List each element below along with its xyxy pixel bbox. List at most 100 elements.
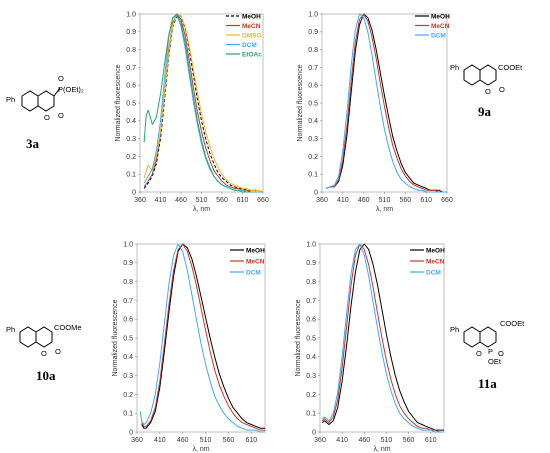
structure-3a-aryl: Ph <box>6 95 15 104</box>
x-tick-label: 460 <box>358 437 370 444</box>
compound-label-3a: 3a <box>26 136 40 151</box>
x-axis-label: λ, nm <box>193 206 210 213</box>
x-tick-label: 410 <box>155 197 167 204</box>
y-tick-label: 0.1 <box>308 172 318 179</box>
series-line-dcm <box>326 13 447 193</box>
y-axis-label: Normalized fluorescence <box>297 64 304 141</box>
y-axis-label: Normalized fluorescence <box>115 64 122 141</box>
structure-11a: Ph COOEt O P O OEt 11a <box>450 319 525 391</box>
series-line-meoh <box>326 13 447 193</box>
y-tick-label: 0.5 <box>126 100 136 107</box>
series-line-mecn <box>326 13 447 193</box>
structure-11a-aryl: Ph <box>450 325 459 334</box>
structure-11a-substituent: COOEt <box>500 319 525 328</box>
y-tick-label: 0.9 <box>308 29 318 36</box>
legend-label: DCM <box>431 32 446 39</box>
legend-label: DCM <box>246 269 261 276</box>
y-tick-label: 0.6 <box>123 317 133 324</box>
structure-10a: Ph COOMe O O 10a <box>6 323 82 383</box>
y-tick-label: 1.0 <box>306 241 316 248</box>
x-tick-label: 360 <box>314 437 326 444</box>
y-tick-label: 0.7 <box>123 298 133 305</box>
x-tick-label: 360 <box>316 197 328 204</box>
x-tick-label: 510 <box>200 437 212 444</box>
y-tick-label: 0 <box>314 189 318 196</box>
chart-3a: 0 0.1 0.2 0.3 0.4 0.5 0.6 0.7 0.8 0.9 1.0 360 410 460… <box>115 11 269 213</box>
chart-10a: 0 0.1 0.2 0.3 0.4 0.5 0.6 0.7 0.8 0.9 1.0 360 410 460… <box>112 241 266 453</box>
legend-label: EtOAc <box>242 51 262 58</box>
x-tick-label: 660 <box>257 197 269 204</box>
x-tick-label: 360 <box>134 197 146 204</box>
y-tick-label: 0.1 <box>123 411 133 418</box>
x-tick-label: 610 <box>420 197 432 204</box>
y-tick-label: 0.5 <box>308 100 318 107</box>
x-tick-label: 560 <box>216 197 228 204</box>
y-tick-label: 0.9 <box>123 260 133 267</box>
structure-9a-substituent: COOEt <box>498 63 523 72</box>
y-tick-label: 0.3 <box>308 136 318 143</box>
y-tick-label: 0.8 <box>306 279 316 286</box>
structure-9a: Ph COOEt O O 9a <box>450 63 523 119</box>
legend-label: MeOH <box>242 13 261 20</box>
pyranone-ring <box>37 90 55 112</box>
series-line-meoh <box>141 243 265 429</box>
structure-10a-carbonyl-o: O <box>55 347 61 356</box>
legend-label: MeCN <box>431 23 450 30</box>
y-tick-label: 0.5 <box>123 335 133 342</box>
y-tick-label: 0.6 <box>126 83 136 90</box>
legend-label: MeCN <box>242 23 261 30</box>
x-tick-label: 560 <box>403 437 415 444</box>
x-axis-label: λ, nm <box>373 446 390 453</box>
y-tick-label: 0.4 <box>126 118 136 125</box>
y-tick-label: 0.3 <box>126 136 136 143</box>
x-tick-label: 560 <box>399 197 411 204</box>
y-tick-label: 0 <box>312 429 316 436</box>
y-tick-label: 0.2 <box>126 154 136 161</box>
x-axis-label: λ, nm <box>192 446 209 453</box>
legend-label: MeCN <box>426 258 445 265</box>
compound-label-9a: 9a <box>478 104 492 119</box>
x-tick-label: 510 <box>381 437 393 444</box>
compound-label-10a: 10a <box>36 368 56 383</box>
y-tick-label: 0.1 <box>126 172 136 179</box>
legend-label: MeOH <box>246 247 265 254</box>
chart-9a: 0 0.1 0.2 0.3 0.4 0.5 0.6 0.7 0.8 0.9 1.0 360 410 460… <box>297 11 453 213</box>
y-tick-label: 0.1 <box>306 411 316 418</box>
series-line-dcm <box>139 243 265 433</box>
structure-9a-carbonyl-o: O <box>499 85 505 94</box>
legend-label: DMSO <box>242 32 262 39</box>
benzene-ring <box>21 90 39 112</box>
compound-label-11a: 11a <box>478 376 497 391</box>
y-tick-label: 1.0 <box>123 241 133 248</box>
series-line-meoh <box>143 15 263 193</box>
legend-label: MeOH <box>431 13 450 20</box>
x-tick-label: 610 <box>425 437 437 444</box>
y-tick-label: 0.5 <box>306 335 316 342</box>
y-tick-label: 0.6 <box>308 83 318 90</box>
legend-label: DCM <box>242 42 257 49</box>
x-tick-label: 410 <box>337 197 349 204</box>
y-tick-label: 0.2 <box>123 392 133 399</box>
y-tick-label: 0.8 <box>308 47 318 54</box>
structure-10a-aryl: Ph <box>6 325 15 334</box>
y-tick-label: 0.7 <box>308 65 318 72</box>
series-line-mecn <box>321 243 444 433</box>
y-tick-label: 0.9 <box>126 29 136 36</box>
series-line-etoac <box>143 13 255 193</box>
x-tick-label: 460 <box>175 197 187 204</box>
y-axis-label: Normalized fluorescence <box>295 299 302 376</box>
series-line-mecn <box>141 243 265 431</box>
structure-3a-oxo-p: O <box>58 74 64 83</box>
x-tick-label: 410 <box>336 437 348 444</box>
structure-9a-aryl: Ph <box>450 63 459 72</box>
structure-11a-oet: OEt <box>488 357 502 366</box>
x-tick-label: 410 <box>154 437 166 444</box>
series-line-dcm <box>143 15 263 193</box>
structure-3a: Ph O P(OEt)₂ O O 3a <box>6 74 84 151</box>
y-tick-label: 0.9 <box>306 260 316 267</box>
series-line-dcm <box>321 243 444 433</box>
legend-label: MeCN <box>246 258 265 265</box>
structure-3a-substituent: P(OEt)₂ <box>58 85 84 94</box>
legend-label: DCM <box>426 269 441 276</box>
